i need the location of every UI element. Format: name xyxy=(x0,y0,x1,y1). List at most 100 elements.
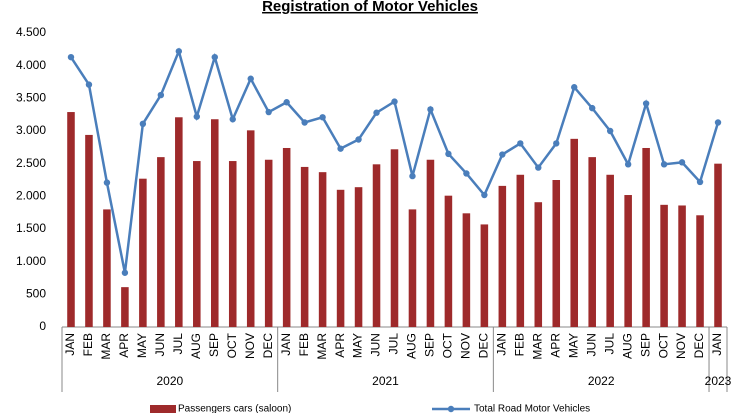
x-tick-label: SEP xyxy=(423,333,437,357)
point xyxy=(714,119,722,126)
point xyxy=(139,120,147,128)
x-tick-label: MAR xyxy=(315,333,329,360)
x-tick-label: JUL xyxy=(171,333,185,355)
point xyxy=(427,106,434,113)
x-tick-label: NOV xyxy=(243,333,257,359)
point xyxy=(157,91,165,99)
bar xyxy=(336,189,345,327)
legend-swatch xyxy=(447,405,455,413)
y-tick-label: 1.000 xyxy=(16,254,46,268)
x-tick-label: SEP xyxy=(638,333,652,357)
x-group-label: 2020 xyxy=(156,374,183,388)
point xyxy=(589,104,596,112)
bar xyxy=(462,213,471,327)
bar xyxy=(480,224,489,327)
x-tick-label: JAN xyxy=(495,333,509,356)
point xyxy=(67,53,75,61)
point xyxy=(355,136,362,143)
y-tick-label: 3.500 xyxy=(16,91,46,105)
x-group-label: 2022 xyxy=(588,374,615,388)
bar xyxy=(228,161,237,327)
point xyxy=(283,99,290,106)
bar xyxy=(354,187,363,327)
point xyxy=(660,161,668,168)
point xyxy=(445,150,452,158)
x-tick-label: FEB xyxy=(81,333,95,356)
x-tick-label: MAR xyxy=(99,333,113,360)
bar xyxy=(300,166,309,327)
x-tick-label: APR xyxy=(548,333,562,358)
x-tick-label: FEB xyxy=(512,333,526,356)
bar xyxy=(516,174,525,327)
bar xyxy=(660,204,668,327)
bar xyxy=(121,287,129,327)
point xyxy=(642,100,650,107)
point xyxy=(499,151,506,158)
chart-title: Registration of Motor Vehicles xyxy=(262,0,478,15)
x-tick-label: APR xyxy=(333,333,347,358)
x-tick-label: AUG xyxy=(189,333,203,359)
point xyxy=(229,116,236,123)
bar xyxy=(372,164,381,327)
bar xyxy=(444,195,453,327)
x-tick-label: OCT xyxy=(441,332,455,358)
point xyxy=(175,48,183,55)
bar xyxy=(588,157,596,327)
bar xyxy=(85,134,93,327)
y-tick-label: 4.500 xyxy=(16,25,46,39)
bar xyxy=(175,117,183,327)
x-group-label: 2021 xyxy=(372,374,399,388)
point xyxy=(265,108,272,116)
x-tick-label: JAN xyxy=(710,333,724,356)
point xyxy=(211,53,218,61)
y-tick-label: 500 xyxy=(26,287,46,301)
y-tick-label: 3.000 xyxy=(16,123,46,137)
bar xyxy=(157,157,165,327)
x-tick-label: FEB xyxy=(297,333,311,356)
point xyxy=(678,159,686,166)
bar xyxy=(642,147,650,327)
point xyxy=(85,81,93,88)
bar xyxy=(67,112,75,327)
x-tick-label: JUL xyxy=(602,333,616,355)
x-tick-label: JUN xyxy=(369,333,383,356)
x-tick-label: MAY xyxy=(351,333,365,358)
x-tick-label: APR xyxy=(117,333,131,358)
x-tick-label: DEC xyxy=(261,333,275,359)
bar xyxy=(318,172,327,327)
bar xyxy=(390,149,399,327)
x-tick-label: DEC xyxy=(692,333,706,359)
y-tick-label: 2.000 xyxy=(16,189,46,203)
point xyxy=(193,113,200,120)
y-tick-label: 2.500 xyxy=(16,156,46,170)
x-tick-label: OCT xyxy=(656,332,670,358)
x-tick-label: MAY xyxy=(566,333,580,358)
bar xyxy=(193,161,201,327)
point xyxy=(373,109,380,116)
bar xyxy=(552,180,561,327)
point xyxy=(481,191,488,199)
x-tick-label: NOV xyxy=(459,333,473,359)
bar xyxy=(246,130,255,327)
point xyxy=(463,170,470,177)
bar xyxy=(210,119,219,328)
point xyxy=(553,140,560,147)
x-tick-label: OCT xyxy=(225,332,239,358)
bar xyxy=(103,209,111,327)
x-group-label: 2023 xyxy=(705,374,732,388)
bar xyxy=(426,159,435,327)
point xyxy=(409,172,416,180)
bar xyxy=(264,159,273,327)
bar xyxy=(282,147,291,327)
point xyxy=(103,179,111,186)
point xyxy=(517,140,524,147)
x-tick-label: JUL xyxy=(387,333,401,355)
point xyxy=(624,161,632,168)
x-tick-label: AUG xyxy=(405,333,419,359)
point xyxy=(301,119,308,126)
point xyxy=(535,164,542,171)
legend-swatch xyxy=(150,405,176,413)
point xyxy=(571,84,578,91)
x-tick-label: JAN xyxy=(63,333,77,356)
